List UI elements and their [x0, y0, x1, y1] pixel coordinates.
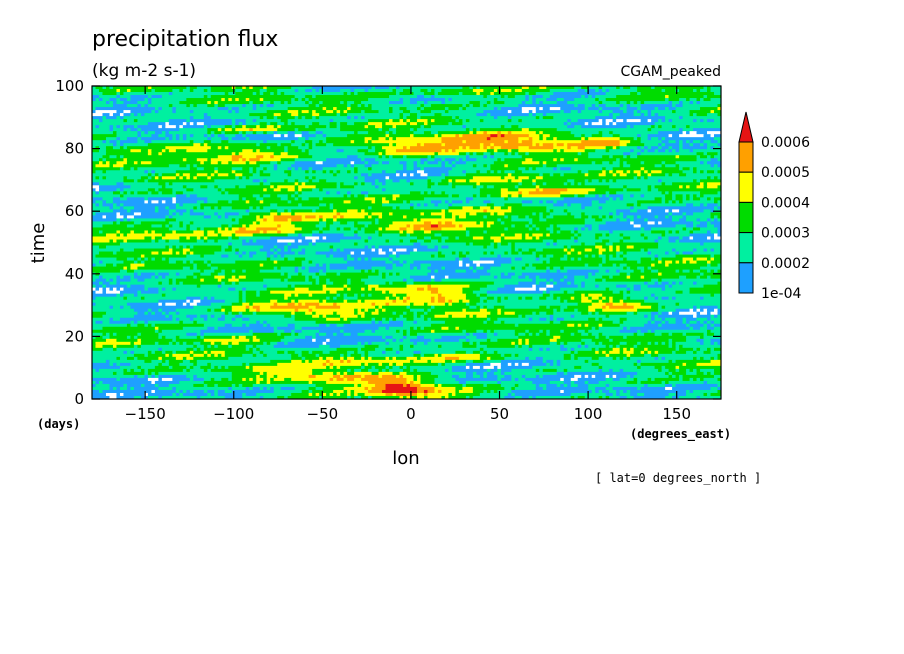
run-label: CGAM_peaked	[621, 64, 721, 80]
y-tick-label: 40	[65, 265, 84, 283]
x-axis-ticks: −150 −100 −50 0 50 100 150	[125, 86, 691, 423]
colorbar-level-label: 0.0003	[761, 226, 810, 242]
y-axis-label: time	[28, 223, 49, 264]
x-tick-label: −150	[125, 405, 166, 423]
footnote: [ lat=0 degrees_north ]	[595, 471, 761, 485]
colorbar-level-label: 1e-04	[761, 286, 801, 302]
y-tick-label: 20	[65, 327, 84, 345]
x-tick-label: −100	[213, 405, 254, 423]
colorbar-swatch	[738, 141, 754, 173]
colorbar-level-label: 0.0004	[761, 195, 810, 211]
x-tick-label: 50	[490, 405, 509, 423]
x-tick-label: 150	[662, 405, 691, 423]
colorbar-swatch	[738, 232, 754, 264]
x-axis-label: lon	[392, 448, 419, 469]
precipitation-field	[92, 86, 721, 399]
colorbar-swatch	[738, 201, 754, 234]
colorbar-swatch	[738, 171, 754, 203]
colorbar-level-label: 0.0006	[761, 135, 810, 151]
x-axis-units: (degrees_east)	[630, 427, 731, 442]
y-tick-label: 60	[65, 202, 84, 220]
x-tick-label: 0	[406, 405, 416, 423]
y-tick-label: 80	[65, 140, 84, 158]
colorbar-level-label: 0.0005	[761, 165, 810, 181]
colorbar-level-label: 0.0002	[761, 256, 810, 272]
y-axis-ticks: 0 20 40 60 80 100	[55, 77, 721, 408]
y-tick-label: 0	[74, 390, 84, 408]
chart-units: (kg m-2 s-1)	[92, 61, 196, 81]
y-tick-label: 100	[55, 77, 84, 95]
colorbar: 0.0006 0.0005 0.0004 0.0003 0.0002 1e-04	[738, 111, 810, 302]
x-tick-label: −50	[307, 405, 339, 423]
plot-frame	[91, 85, 722, 400]
y-axis-units: (days)	[37, 417, 80, 431]
colorbar-extend-max	[738, 111, 754, 143]
colorbar-swatch	[738, 262, 754, 294]
x-tick-label: 100	[574, 405, 603, 423]
chart-title: precipitation flux	[92, 27, 278, 52]
